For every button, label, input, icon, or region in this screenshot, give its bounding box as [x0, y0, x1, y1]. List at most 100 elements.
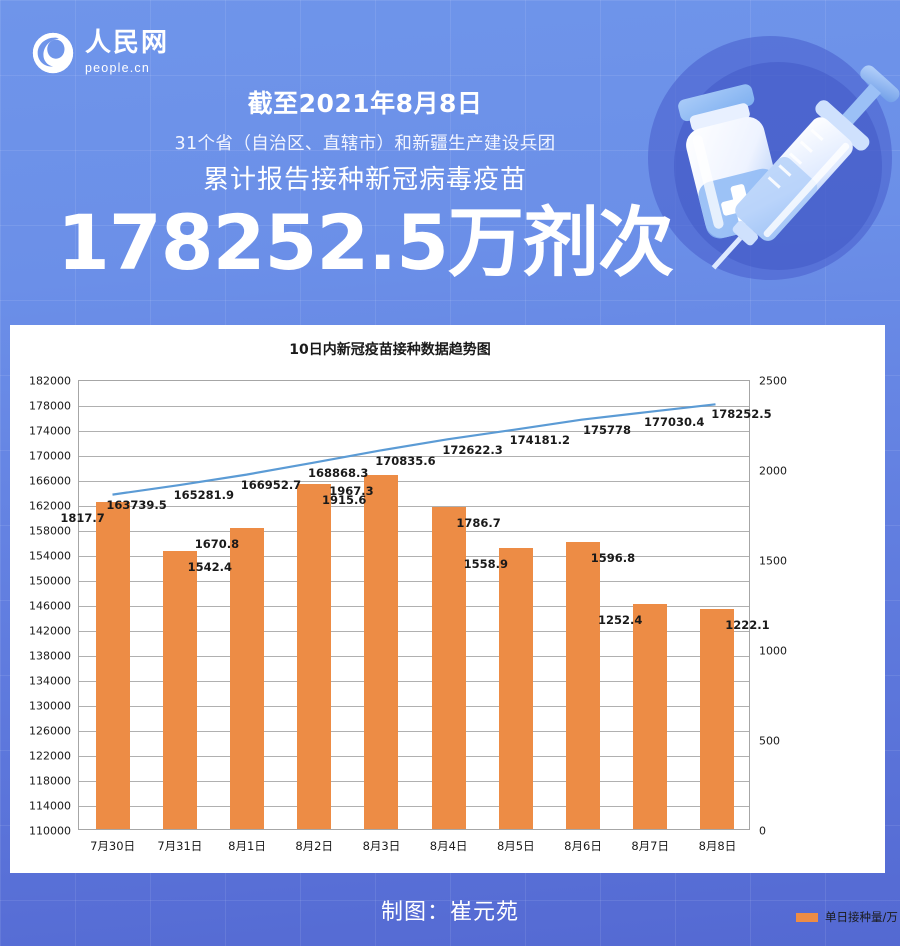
- x-axis-tick-5: 8月3日: [362, 839, 401, 853]
- left-axis-tick-label: 114000: [29, 799, 71, 813]
- x-axis-tick-8: 8月6日: [564, 839, 602, 853]
- bar-10[interactable]: [700, 609, 735, 829]
- headline-date: 截至2021年8月8日: [247, 89, 483, 118]
- bar-3[interactable]: [230, 528, 264, 829]
- bar-7[interactable]: [498, 548, 533, 829]
- left-axis-tick-label: 162000: [29, 499, 71, 513]
- legend-item-daily-label: 单日接种量/万: [825, 910, 898, 924]
- bar-2[interactable]: [162, 551, 197, 829]
- legend-bar-swatch-icon: [796, 912, 818, 922]
- x-axis-tick-9: 8月7日: [631, 839, 670, 853]
- headline-total-figure: 178252.5万剂次: [56, 198, 674, 288]
- chart-plot-area: 1817.7 1542.4 1670.8 1915.6 1967.3 1786.7 1558…: [29, 375, 787, 854]
- left-axis-tick-label: 174000: [29, 424, 71, 438]
- gridline: [79, 781, 749, 782]
- x-axis-tick-1: 7月30日: [90, 839, 136, 853]
- poster-header: 人民网 people.cn: [0, 0, 900, 325]
- gridline: [79, 431, 749, 432]
- left-axis-tick-label: 154000: [29, 549, 71, 563]
- right-axis-tick-label: 2500: [759, 374, 787, 388]
- bar-8[interactable]: [566, 541, 600, 829]
- brand-latin-name: people.cn: [85, 60, 151, 75]
- headline-subject: 累计报告接种新冠病毒疫苗: [202, 165, 527, 196]
- right-axis-tick-label: 1000: [759, 644, 787, 658]
- line-value-label: 177030.4: [643, 415, 705, 430]
- line-value-label: 174181.2: [509, 432, 570, 447]
- left-axis-tick-label: 138000: [29, 649, 71, 663]
- bar-6[interactable]: [431, 507, 466, 829]
- left-axis-tick-label: 170000: [29, 449, 71, 463]
- bar-value-label: 1967.3: [329, 483, 374, 498]
- left-axis-tick-label: 134000: [29, 674, 71, 688]
- x-axis-tick-2: 7月31日: [157, 839, 203, 853]
- bar-1[interactable]: [95, 501, 130, 829]
- line-value-label: 165281.9: [173, 488, 234, 503]
- x-axis-tick-4: 8月2日: [295, 839, 334, 853]
- bar-value-label: 1786.7: [456, 516, 501, 531]
- line-value-label: 170835.6: [375, 453, 436, 468]
- gridline: [79, 556, 749, 557]
- line-value-label: 172622.3: [442, 442, 503, 457]
- gridline: [79, 581, 749, 582]
- left-axis-tick-label: 122000: [29, 749, 71, 763]
- left-axis-tick-label: 130000: [29, 699, 71, 713]
- bar-5[interactable]: [364, 474, 399, 829]
- bar-value-label: 1542.4: [187, 560, 232, 575]
- bar-value-label: 1558.9: [463, 557, 508, 572]
- bar-4[interactable]: [297, 484, 332, 829]
- gridline: [79, 806, 749, 807]
- right-axis-tick-label: 1500: [759, 554, 787, 568]
- right-axis-tick-label: 0: [759, 824, 766, 838]
- left-axis-tick-label: 146000: [29, 599, 71, 613]
- x-axis-tick-6: 8月4日: [429, 839, 468, 853]
- gridline: [79, 456, 749, 457]
- line-value-label: 163739.5: [106, 498, 167, 513]
- gridline: [79, 406, 749, 407]
- bar-value-label: 1252.4: [597, 612, 643, 627]
- x-axis-tick-3: 8月1日: [228, 839, 266, 853]
- gridline: [79, 706, 749, 707]
- chart-legend: 单日接种量/万 总接种量/万: [796, 909, 898, 946]
- left-axis-tick-label: 118000: [29, 774, 71, 788]
- bar-9[interactable]: [633, 603, 668, 829]
- bar-value-label: 1670.8: [194, 537, 240, 552]
- line-value-label: 178252.5: [711, 407, 772, 422]
- bar-value-label: 1817.7: [60, 510, 105, 525]
- right-axis-tick-label: 500: [759, 734, 780, 748]
- left-axis-tick-label: 178000: [29, 399, 71, 413]
- gridline: [79, 481, 749, 482]
- brand-logo[interactable]: 人民网 people.cn: [30, 30, 169, 76]
- gridline: [79, 756, 749, 757]
- bar-value-label: 1915.6: [321, 493, 367, 508]
- line-value-label: 166952.7: [240, 478, 302, 493]
- gridline: [79, 681, 749, 682]
- legend-item-daily[interactable]: 单日接种量/万: [796, 909, 898, 925]
- chart-panel: 10日内新冠疫苗接种数据趋势图 1817.7 1542.4 1670.8 1915.6…: [10, 325, 898, 924]
- people-cn-globe-logo-icon: [30, 30, 76, 76]
- gridline: [79, 531, 749, 532]
- left-axis-tick-label: 110000: [29, 824, 71, 838]
- gridline: [79, 506, 749, 507]
- brand-cn-name: 人民网: [85, 28, 170, 59]
- right-axis-tick-label: 2000: [759, 464, 787, 478]
- left-axis-tick-label: 158000: [29, 524, 71, 538]
- chart-line-series: [112, 403, 716, 496]
- credit-text: 制图：崔元苑: [380, 899, 519, 925]
- bar-value-label: 1596.8: [590, 550, 636, 565]
- bar-value-label: 1222.1: [725, 618, 770, 633]
- left-axis-tick-label: 142000: [29, 624, 71, 638]
- chart-title: 10日内新冠疫苗接种数据趋势图: [289, 342, 491, 358]
- headline-block: 截至2021年8月8日 31个省（自治区、直辖市）和新疆生产建设兵团 累计报告接…: [55, 88, 675, 285]
- x-axis-tick-7: 8月5日: [496, 839, 535, 853]
- x-axis-tick-10: 8月8日: [698, 839, 737, 853]
- total-doses-line: [112, 403, 716, 496]
- left-axis-tick-label: 182000: [29, 374, 71, 388]
- brand-wordmark: 人民网 people.cn: [85, 30, 169, 75]
- headline-scope: 31个省（自治区、直辖市）和新疆生产建设兵团: [174, 133, 556, 154]
- left-axis-tick-label: 166000: [29, 474, 71, 488]
- gridline: [79, 606, 749, 607]
- left-axis-tick-label: 126000: [29, 724, 71, 738]
- gridline: [79, 656, 749, 657]
- line-value-label: 168868.3: [307, 466, 369, 481]
